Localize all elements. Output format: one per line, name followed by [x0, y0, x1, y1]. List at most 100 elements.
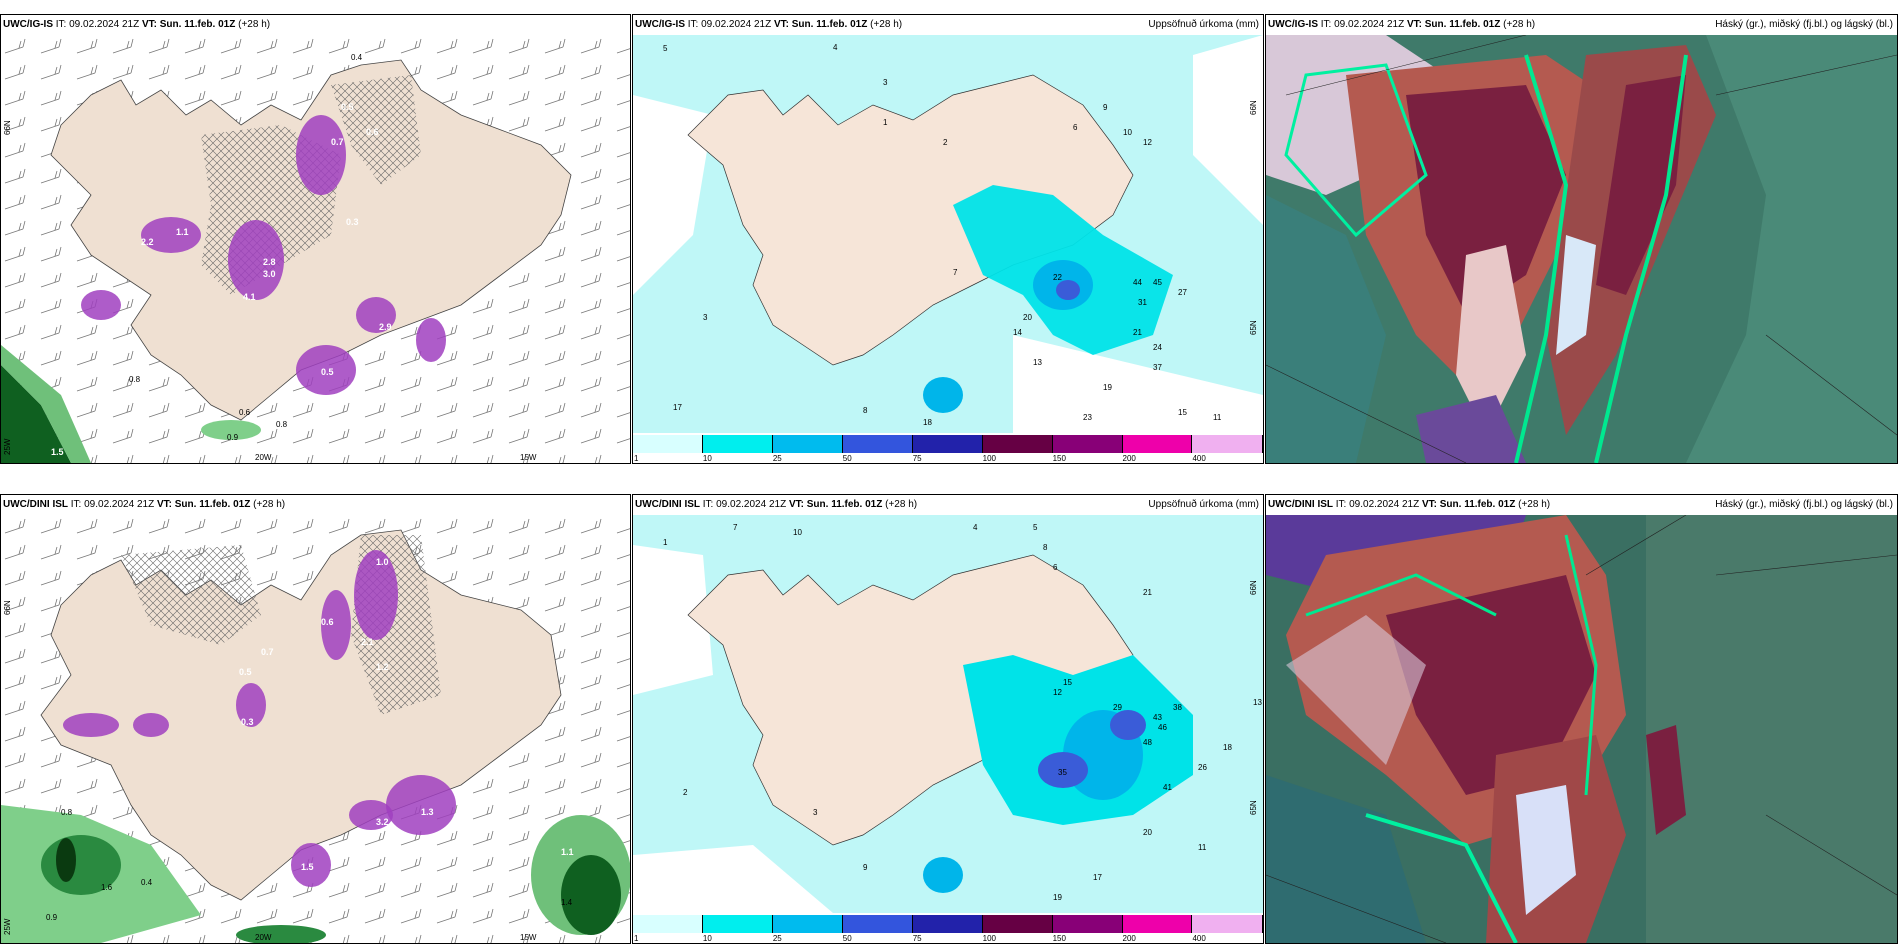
- colorbar-tick: 75: [912, 454, 922, 463]
- colorbar-tick: 100: [982, 934, 996, 943]
- value-label: 3.0: [263, 269, 276, 279]
- value-label: 6: [1053, 563, 1058, 572]
- value-label: 23: [1083, 413, 1092, 422]
- model-name: UWC/DINI ISL: [1268, 499, 1333, 510]
- lon-label: 15W: [520, 933, 537, 942]
- vt-label: VT:: [1421, 499, 1437, 510]
- lat-label: 66N: [3, 600, 12, 615]
- colorbar-segment: [772, 915, 843, 933]
- value-label: 1.2: [376, 662, 389, 672]
- value-label: 43: [1153, 713, 1162, 722]
- value-label: 3.2: [376, 817, 389, 827]
- value-label: 0.5: [321, 367, 334, 377]
- value-label: 15: [1178, 408, 1187, 417]
- colorbar-tick: 75: [912, 934, 922, 943]
- value-label: 4: [833, 43, 838, 52]
- value-label: 13: [1033, 358, 1042, 367]
- panel-header: UWC/DINI ISL IT: 09.02.2024 21Z VT: Sun.…: [633, 495, 1263, 515]
- value-label: 0.4: [351, 53, 363, 62]
- vt-value: Sun. 11.feb. 01Z: [1424, 19, 1501, 30]
- lead-time: (+28 h): [1518, 499, 1551, 510]
- colorbar-tick: 10: [702, 454, 712, 463]
- value-label: 3.0: [461, 787, 474, 797]
- colorbar-tick: 100: [982, 454, 996, 463]
- colorbar-segment: [1192, 435, 1263, 453]
- it-value: 09.02.2024 21Z: [1334, 19, 1405, 30]
- value-label: 22: [1053, 273, 1062, 282]
- it-value: 09.02.2024 21Z: [716, 499, 787, 510]
- value-label: 12: [1053, 688, 1062, 697]
- value-label: 1.6: [101, 883, 113, 892]
- colorbar-segment: [1122, 435, 1193, 453]
- value-label: 5: [663, 44, 668, 53]
- colorbar-segment: [1052, 915, 1123, 933]
- value-label: 1: [883, 118, 888, 127]
- value-label: 2: [683, 788, 688, 797]
- value-label: 35: [1058, 768, 1067, 777]
- colorbar-tick: 25: [772, 934, 782, 943]
- lat-label: 65N: [1249, 800, 1258, 815]
- value-label: 0.8: [276, 420, 288, 429]
- colorbar-tick: 200: [1122, 934, 1136, 943]
- colorbar-tick: 25: [772, 454, 782, 463]
- it-label: IT:: [1335, 499, 1347, 510]
- colorbar-segment: [982, 435, 1053, 453]
- model-name: UWC/DINI ISL: [3, 499, 68, 510]
- it-label: IT:: [70, 499, 82, 510]
- value-label: 0.5: [341, 102, 354, 112]
- value-label: 27: [1178, 288, 1187, 297]
- value-label: 3: [813, 808, 818, 817]
- panel-precip-top: UWC/IG-IS IT: 09.02.2024 21Z VT: Sun. 11…: [632, 14, 1264, 464]
- value-label: 7: [953, 268, 958, 277]
- panel-precip-bottom: UWC/DINI ISL IT: 09.02.2024 21Z VT: Sun.…: [632, 494, 1264, 944]
- value-label: 0.9: [227, 433, 239, 442]
- panel-snow-top: UWC/IG-IS IT: 09.02.2024 21Z VT: Sun. 11…: [0, 14, 631, 464]
- colorbar-segment: [982, 915, 1053, 933]
- value-label: 11: [1213, 413, 1222, 422]
- value-label: 29: [1113, 703, 1122, 712]
- snow-map: 1.0 0.6 0.7 3.0 0.5 1.3 2.1 1.2 3.2 1.5 …: [1, 515, 630, 943]
- value-label: 44: [1133, 278, 1142, 287]
- colorbar-tick: 1: [634, 934, 639, 943]
- value-label: 26: [1198, 763, 1207, 772]
- value-label: 2.1: [361, 637, 374, 647]
- lead-time: (+28 h): [1503, 19, 1536, 30]
- lead-time: (+28 h): [238, 19, 271, 30]
- value-label: 0.3: [346, 217, 359, 227]
- value-label: 1.5: [301, 862, 314, 872]
- colorbar-segment: [912, 435, 983, 453]
- vt-value: Sun. 11.feb. 01Z: [174, 499, 251, 510]
- colorbar-tick: 50: [842, 934, 852, 943]
- value-label: 17: [673, 403, 682, 412]
- lat-label: 66N: [1249, 580, 1258, 595]
- value-label: 14: [1013, 328, 1022, 337]
- value-label: 10: [793, 528, 802, 537]
- model-name: UWC/DINI ISL: [635, 499, 700, 510]
- colorbar-segment: [1192, 915, 1263, 933]
- value-label: 0.7: [261, 647, 274, 657]
- value-label: 2.2: [141, 237, 154, 247]
- cloud-map: [1266, 515, 1897, 943]
- value-label: 2: [943, 138, 948, 147]
- it-value: 09.02.2024 21Z: [701, 19, 772, 30]
- value-label: 19: [1053, 893, 1062, 902]
- vt-label: VT:: [141, 19, 157, 30]
- value-label: 0.6: [321, 617, 334, 627]
- colorbar-segment: [842, 915, 913, 933]
- lat-label: 25W: [3, 438, 12, 455]
- panel-snow-bottom: UWC/DINI ISL IT: 09.02.2024 21Z VT: Sun.…: [0, 494, 631, 944]
- value-label: 8: [863, 406, 868, 415]
- value-label: 19: [1103, 383, 1112, 392]
- value-label: 15: [1063, 678, 1072, 687]
- value-label: 7: [733, 523, 738, 532]
- vt-value: Sun. 11.feb. 01Z: [159, 19, 236, 30]
- vt-value: Sun. 11.feb. 01Z: [806, 499, 883, 510]
- vt-value: Sun. 11.feb. 01Z: [1439, 499, 1516, 510]
- value-label: 12: [1143, 138, 1152, 147]
- panel-header: UWC/DINI ISL IT: 09.02.2024 21Z VT: Sun.…: [1, 495, 630, 515]
- value-label: 37: [1153, 363, 1162, 372]
- value-label: 11: [1198, 843, 1207, 852]
- colorbar-tick: 400: [1192, 454, 1206, 463]
- value-label: 5: [1033, 523, 1038, 532]
- colorbar-segment: [842, 435, 913, 453]
